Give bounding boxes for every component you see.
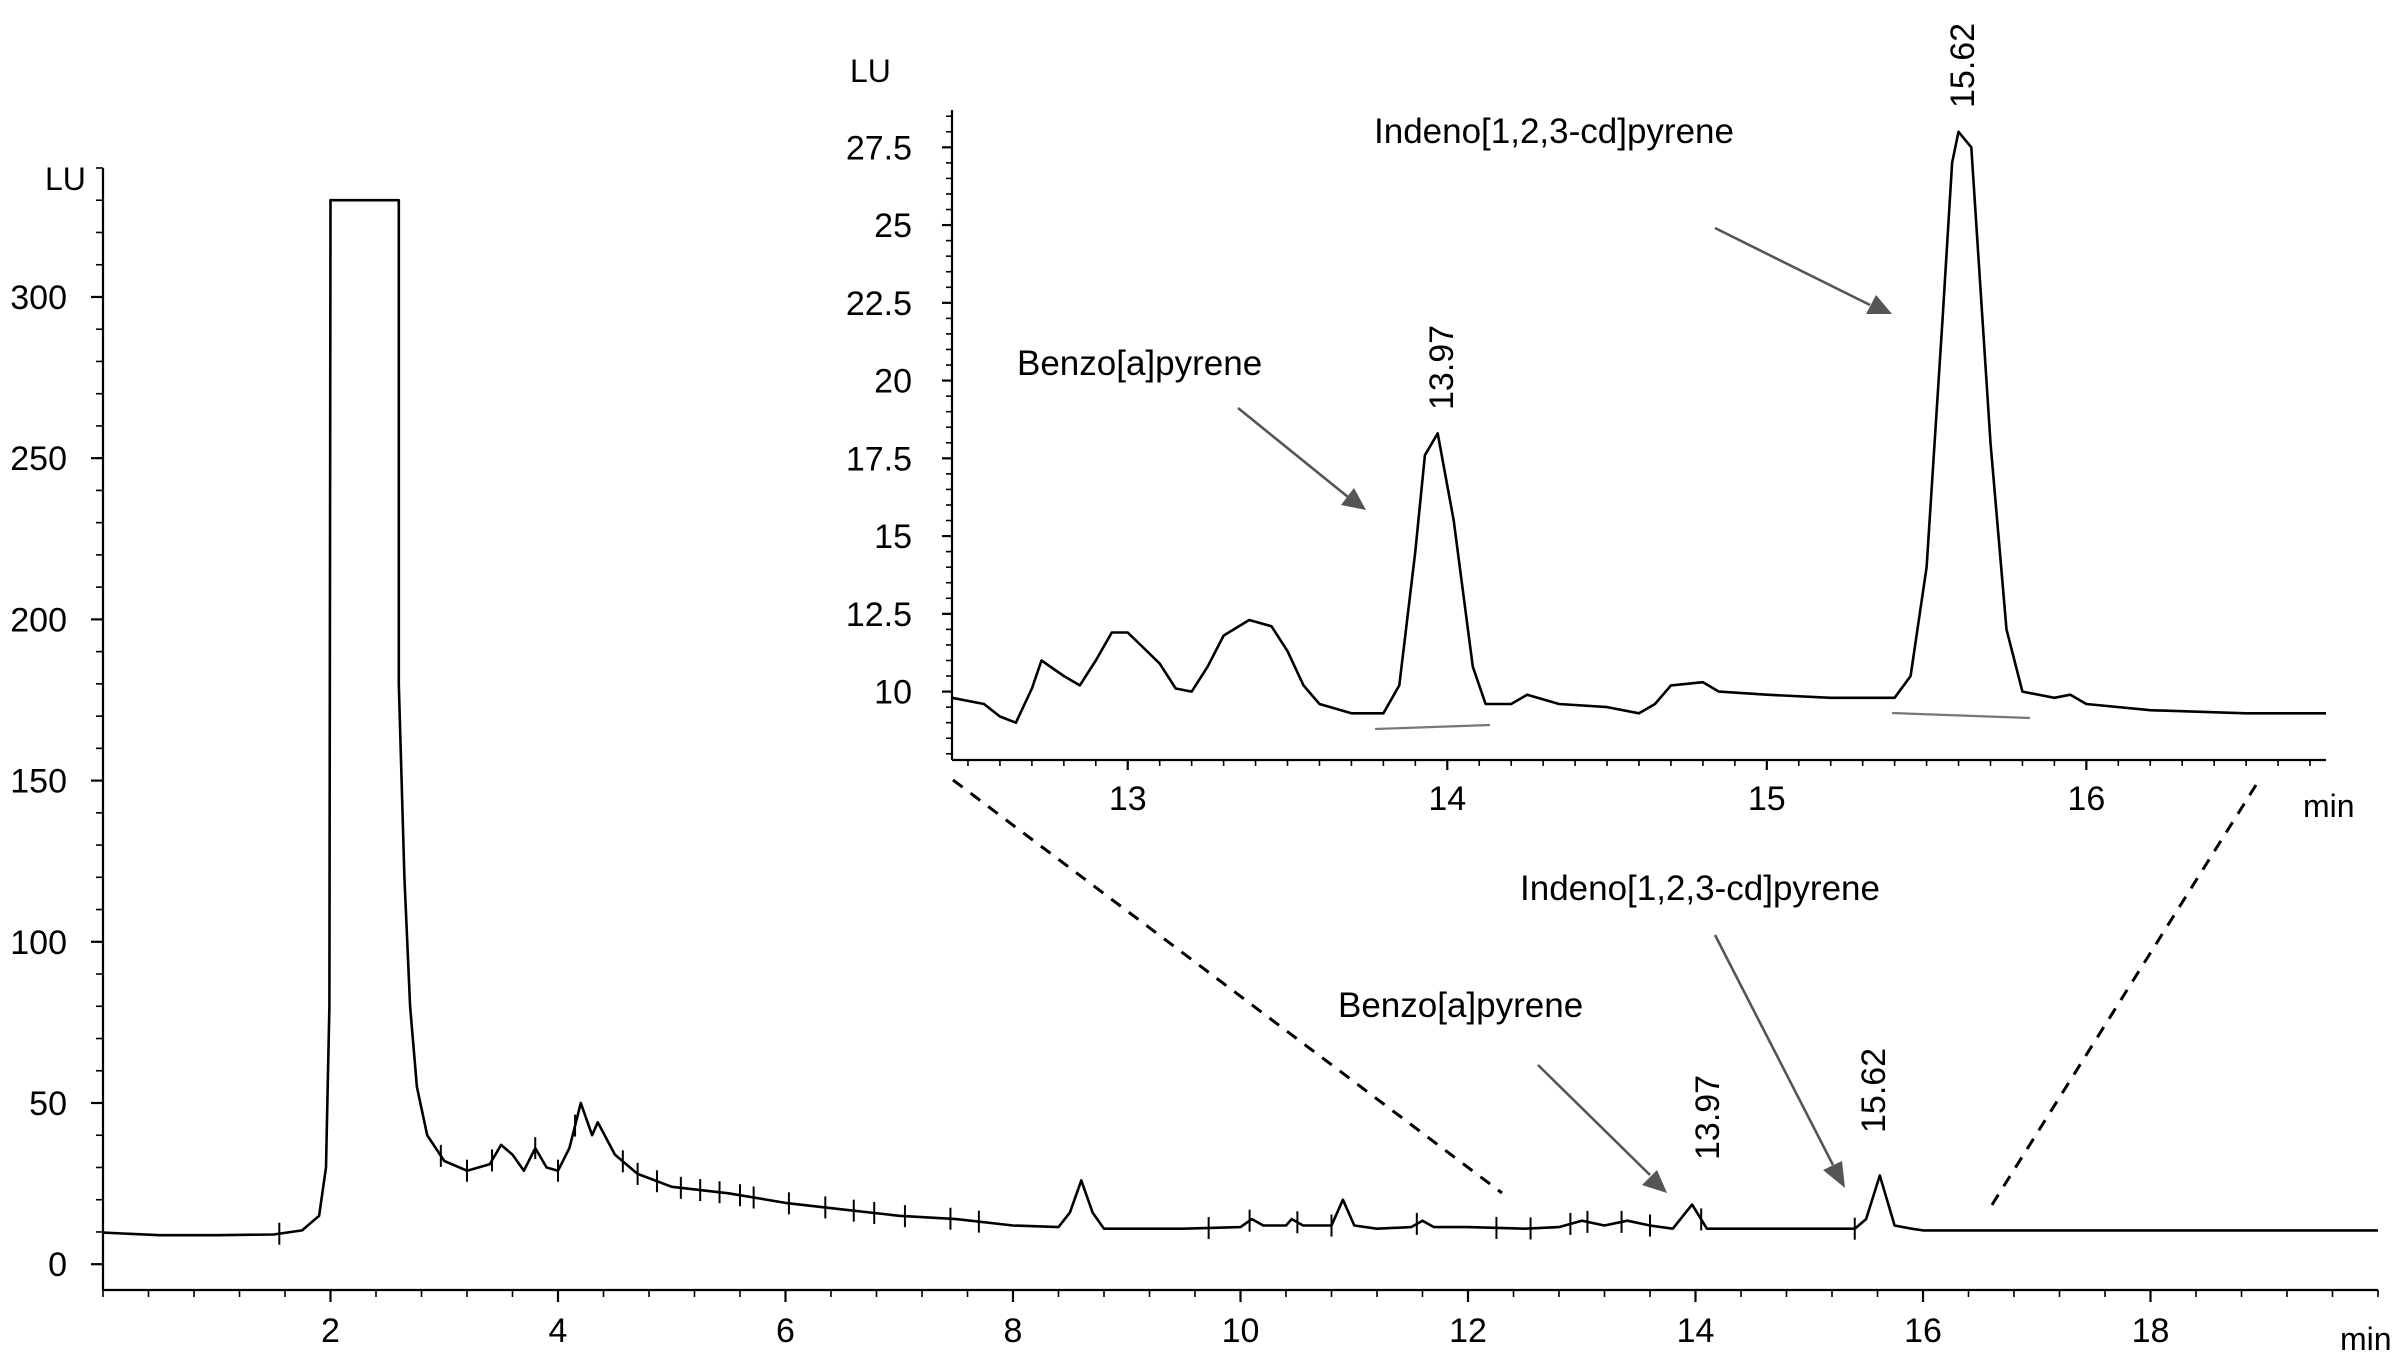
- main-benzo-arrowhead: [1642, 1170, 1667, 1193]
- main-indeno-arrowhead: [1823, 1161, 1845, 1188]
- inset-y-tick-label: 20: [874, 363, 912, 401]
- inset-y-tick-label: 12.5: [846, 596, 912, 634]
- inset-x-ticks: 13 14 15 16: [1109, 760, 2105, 818]
- zoom-guide-left: [952, 778, 1503, 1195]
- main-benzo-label: Benzo[a]pyrene: [1338, 986, 1583, 1025]
- main-x-ticks: 2 4 6 8 10 12 14 16 18: [321, 1290, 2169, 1350]
- inset-x-tick-label: 16: [2067, 780, 2105, 818]
- inset-y-tick-label: 17.5: [846, 440, 912, 478]
- inset-y-tick-label: 27.5: [846, 129, 912, 167]
- inset-benzo-arrow: [1237, 406, 1349, 499]
- inset-indeno-arrow: [1714, 226, 1871, 307]
- main-y-tick-label: 200: [10, 601, 67, 639]
- main-benzo-arrow: [1537, 1064, 1651, 1176]
- inset-y-tick-label: 25: [874, 207, 912, 245]
- main-indeno-arrow: [1713, 934, 1835, 1166]
- main-event-marks: [278, 1114, 1856, 1245]
- main-x-tick-label: 14: [1677, 1312, 1715, 1350]
- main-chart: 2 4 6 8 10 12 14 16 18 0 50 100 150 200 250 300 LU min…: [10, 161, 2391, 1355]
- main-y-tick-label: 100: [10, 924, 67, 962]
- main-peak-label-15-62: 15.62: [1855, 1048, 1893, 1133]
- main-x-tick-label: 4: [549, 1312, 568, 1350]
- inset-trace-line: [951, 130, 2326, 724]
- inset-x-tick-label: 14: [1428, 780, 1466, 818]
- main-y-tick-label: 150: [10, 763, 67, 801]
- inset-x-tick-label: 13: [1109, 780, 1147, 818]
- main-x-tick-label: 12: [1449, 1312, 1487, 1350]
- main-trace-line: [102, 198, 2378, 1237]
- main-peak-label-13-97: 13.97: [1689, 1075, 1727, 1160]
- main-x-tick-label: 16: [1904, 1312, 1942, 1350]
- main-y-ticks: 0 50 100 150 200 250 300: [10, 279, 103, 1284]
- main-indeno-label: Indeno[1,2,3-cd]pyrene: [1520, 869, 1880, 908]
- main-y-tick-label: 300: [10, 279, 67, 317]
- inset-peak-label-15-62: 15.62: [1944, 23, 1982, 108]
- main-x-tick-label: 6: [776, 1312, 795, 1350]
- inset-y-tick-label: 22.5: [846, 285, 912, 323]
- inset-y-unit-label: LU: [850, 53, 891, 89]
- inset-x-tick-label: 15: [1748, 780, 1786, 818]
- main-y-tick-label: 250: [10, 440, 67, 478]
- inset-y-ticks: 10 12.5 15 17.5 20 22.5 25 27.5: [846, 129, 952, 712]
- main-x-tick-label: 10: [1222, 1312, 1260, 1350]
- main-x-tick-label: 18: [2132, 1312, 2170, 1350]
- main-y-tick-label: 50: [29, 1085, 67, 1123]
- main-x-tick-label: 2: [321, 1312, 340, 1350]
- main-x-tick-label: 8: [1004, 1312, 1023, 1350]
- inset-indeno-arrowhead: [1866, 295, 1892, 314]
- main-y-unit-label: LU: [45, 161, 86, 197]
- inset-peak1-baseline: [1374, 723, 1491, 731]
- inset-benzo-arrowhead: [1341, 488, 1366, 510]
- inset-indeno-label: Indeno[1,2,3-cd]pyrene: [1374, 112, 1734, 151]
- inset-y-tick-label: 15: [874, 518, 912, 556]
- inset-y-tick-label: 10: [874, 674, 912, 712]
- inset-peak-label-13-97: 13.97: [1423, 325, 1461, 410]
- inset-chart: 13 14 15 16 10 12.5 15 17.5 20 22.5 25 27.5 LU min…: [846, 23, 2355, 824]
- inset-benzo-label: Benzo[a]pyrene: [1017, 344, 1262, 383]
- zoom-guide-right: [1988, 784, 2258, 1209]
- main-x-unit-label: min: [2340, 1321, 2392, 1355]
- inset-x-unit-label: min: [2303, 788, 2355, 824]
- main-y-tick-label: 0: [48, 1246, 67, 1284]
- inset-peak2-baseline: [1891, 711, 2031, 720]
